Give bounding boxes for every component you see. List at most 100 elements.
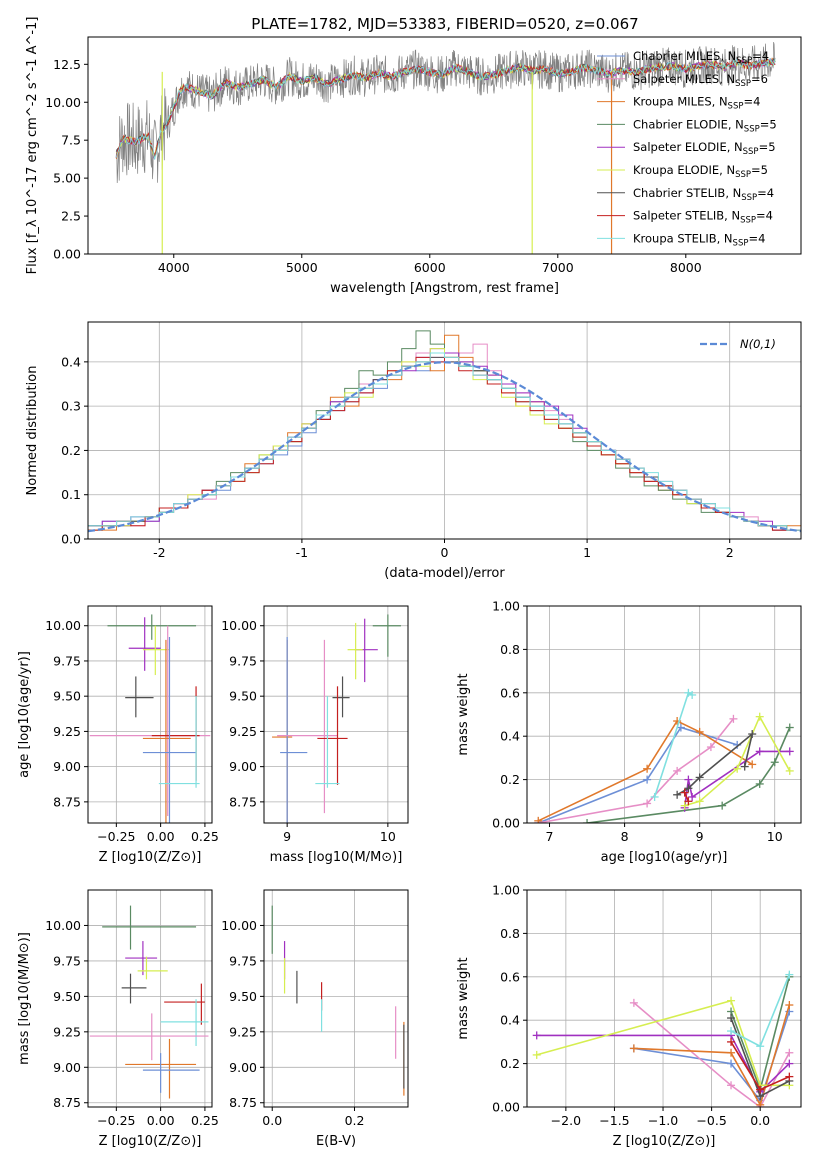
y-tick-label: 0.2 [61, 443, 81, 458]
x-tick-label: 0.25 [191, 1113, 219, 1128]
x-tick-label: −0.25 [97, 1113, 135, 1128]
panel-mass-vs-EBV: 0.0 0.2 8.75 9.00 9.25 9.50 9.75 10.00 E(B-V) [221, 889, 409, 1149]
weight-line [538, 726, 738, 823]
plot-area [271, 905, 405, 1096]
panel-mass-vs-Z: −0.25 0.00 0.25 8.75 9.00 9.25 9.50 9.75 10.00 Z … [17, 889, 219, 1149]
y-tick-label: 9.00 [229, 1060, 257, 1075]
model-line [115, 58, 776, 160]
normal-curve [88, 361, 801, 533]
y-axis-label: mass [log10(M/M⊙)] [17, 932, 32, 1065]
y-tick-label: 0.2 [500, 1056, 520, 1071]
y-tick-label: 0.00 [53, 247, 81, 262]
legend-label: N(0,1) [740, 337, 776, 351]
panel-spectrum: 4000 5000 6000 7000 8000 0.00 2.5 5.00 7.5 10.00 1… [25, 17, 802, 296]
x-tick-label: 0.2 [345, 1113, 365, 1128]
y-tick-label: 8.75 [53, 1095, 81, 1110]
legend-label-main: Chabrier MILES, N [633, 49, 736, 63]
legend-label: Kroupa STELIB, NSSP=4 [633, 231, 765, 248]
x-tick-label: 0.00 [147, 1113, 175, 1128]
plot-area [88, 330, 801, 539]
y-tick-label: 9.75 [53, 953, 81, 968]
legend-label-sub: SSP [740, 216, 756, 226]
legend-label-tail: =4 [748, 231, 765, 245]
y-tick-label: 12.5 [53, 57, 81, 72]
x-tick-label: 10 [767, 829, 783, 844]
legend-label-sub: SSP [728, 102, 744, 112]
y-tick-label: 9.50 [53, 689, 81, 704]
weight-line [633, 1004, 791, 1107]
y-tick-label: 0.2 [500, 772, 520, 787]
x-tick-label: 0.25 [191, 829, 219, 844]
x-tick-label: −0.5 [696, 1113, 726, 1128]
legend-label-tail: =5 [760, 117, 777, 131]
y-tick-label: 0.4 [61, 354, 81, 369]
y-tick-label: 0.6 [500, 969, 520, 984]
legend-label-tail: =4 [743, 95, 760, 109]
legend-label-sub: SSP [736, 56, 752, 66]
x-axis-label: E(B-V) [316, 1134, 356, 1149]
axes-frame [526, 889, 802, 1108]
legend-label: Salpeter MILES, NSSP=6 [633, 72, 768, 89]
x-tick-label: 7 [546, 829, 554, 844]
panel-mass-weight-vs-Z: −2.0 −1.5 −1.0 −0.5 0.0 0.00 0.2 0.4 0.6 0.8 1.00 Z… [456, 883, 802, 1149]
x-axis-label: Z [log10(Z/Z⊙)] [99, 850, 202, 865]
y-tick-label: 10.00 [45, 918, 81, 933]
axes-frame [87, 889, 213, 1108]
legend-label-tail: =5 [751, 163, 768, 177]
y-tick-label: 7.5 [61, 133, 81, 148]
y-tick-label: 2.5 [61, 209, 81, 224]
x-tick-label: 10 [380, 829, 396, 844]
y-tick-label: 0.8 [500, 926, 520, 941]
x-axis-label: wavelength [Angstrom, rest frame] [330, 281, 559, 296]
legend-label-tail: =4 [752, 49, 769, 63]
x-tick-label: -2 [153, 545, 165, 560]
y-tick-label: 10.00 [221, 618, 257, 633]
x-axis-label: Z [log10(Z/Z⊙)] [99, 1134, 202, 1149]
y-tick-label: 0.1 [61, 487, 81, 502]
y-tick-label: 8.75 [53, 794, 81, 809]
y-tick-label: 9.50 [229, 989, 257, 1004]
x-tick-label: 0.0 [750, 1113, 770, 1128]
y-tick-label: 9.00 [53, 1060, 81, 1075]
legend-label: Salpeter ELODIE, NSSP=5 [633, 140, 776, 157]
plot-area [532, 970, 794, 1107]
plot-area [89, 905, 209, 1099]
y-axis-label: Normed distribution [25, 366, 40, 496]
legend-label-sub: SSP [743, 147, 759, 157]
y-axis-label: age [log10(age/yr)] [17, 651, 32, 778]
weight-line [653, 691, 693, 798]
y-tick-label: 0.4 [500, 729, 520, 744]
y-tick-label: 0.00 [492, 816, 520, 831]
y-tick-label: 0.6 [500, 685, 520, 700]
y-tick-label: 9.00 [53, 759, 81, 774]
y-tick-label: 9.50 [53, 989, 81, 1004]
weight-line [536, 999, 790, 1087]
y-tick-label: 0.3 [61, 399, 81, 414]
x-tick-label: 6000 [414, 260, 446, 275]
y-tick-label: 9.25 [229, 1024, 257, 1039]
legend-label-sub: SSP [735, 170, 751, 180]
x-tick-label: 0.0 [262, 1113, 282, 1128]
plot-area [272, 614, 401, 823]
legend-label-tail: =5 [759, 140, 776, 154]
weight-line [633, 1002, 791, 1107]
x-axis-label: (data-model)/error [384, 566, 505, 581]
legend-label-main: Kroupa ELODIE, N [633, 163, 735, 177]
y-tick-label: 9.50 [229, 689, 257, 704]
legend-label-main: Salpeter STELIB, N [633, 209, 740, 223]
legend-label-sub: SSP [744, 124, 760, 134]
y-axis-label: mass weight [456, 673, 471, 755]
legend-label-main: Chabrier ELODIE, N [633, 117, 744, 131]
y-tick-label: 0.00 [492, 1100, 520, 1115]
x-tick-label: 5000 [286, 260, 318, 275]
model-line [115, 58, 776, 159]
y-tick-label: 0.8 [500, 642, 520, 657]
panel-age-vs-mass: 9 10 8.75 9.00 9.25 9.50 9.75 10.00 mass [log10(… [221, 605, 409, 865]
x-tick-label: −1.0 [648, 1113, 678, 1128]
x-axis-label: age [log10(age/yr)] [601, 850, 728, 865]
y-tick-label: 9.75 [53, 653, 81, 668]
legend-label-sub: SSP [733, 238, 749, 248]
panel-age-vs-Z: −0.25 0.00 0.25 8.75 9.00 9.25 9.50 9.75 10.00 Z … [17, 605, 219, 865]
y-tick-label: 9.75 [229, 953, 257, 968]
y-tick-label: 9.25 [229, 724, 257, 739]
